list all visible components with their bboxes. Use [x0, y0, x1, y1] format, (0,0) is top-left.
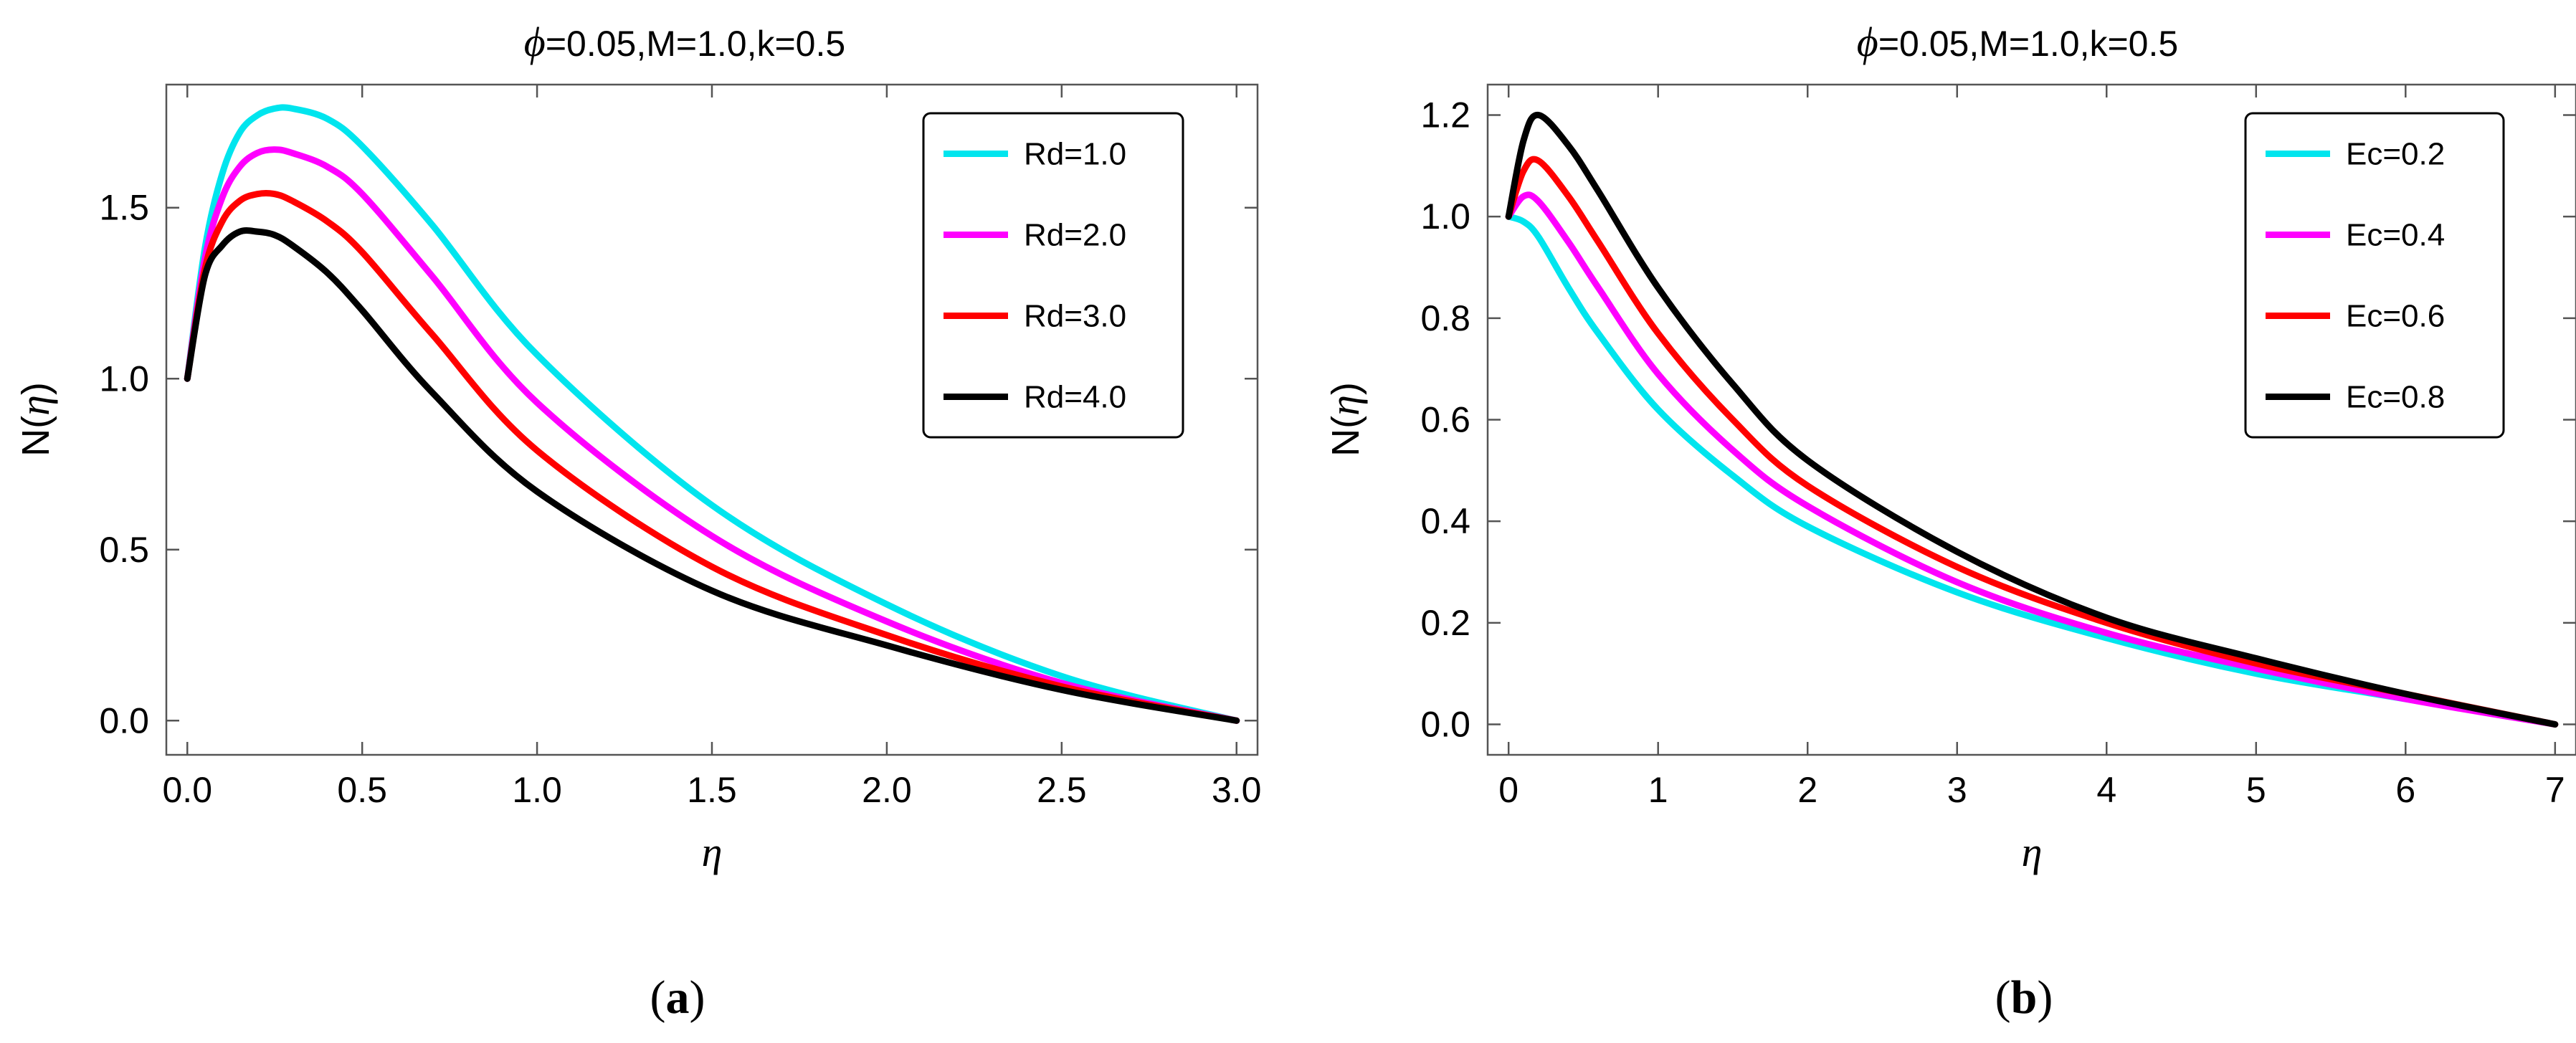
panel-a-x-axis: 0.0 0.5 1.0 1.5 2.0 2.5 3.0	[163, 85, 1262, 810]
panel-b-y-tick-label: 0.2	[1420, 603, 1470, 643]
panel-a-y-axis-label-symbol: η	[11, 395, 58, 416]
panel-b-series-line-3	[1505, 156, 2559, 728]
panel-b-y-tick-label: 1.0	[1420, 196, 1470, 237]
panel-a-label-close: )	[690, 971, 705, 1024]
panel-a-title: ϕ=0.05,M=1.0,k=0.5	[524, 19, 845, 65]
panel-b-x-axis-label: η	[2022, 829, 2043, 875]
panel-b-y-tick-label: 1.2	[1420, 95, 1470, 135]
panel-a-x-axis-label: η	[702, 829, 723, 875]
panel-a-y-axis-label-suffix: )	[14, 382, 57, 395]
panel-a: ϕ=0.05,M=1.0,k=0.5 0.0 0.5 1.0 1.5 2.0 2.5 3.0…	[11, 19, 1261, 1024]
panel-b-series-line-1	[1505, 213, 2559, 728]
panel-a-y-tick-label: 1.5	[99, 188, 149, 228]
panel-a-x-tick-label: 1.0	[512, 770, 562, 810]
panel-a-series-line-2	[184, 146, 1240, 724]
panel-a-legend: Rd=1.0 Rd=2.0 Rd=3.0 Rd=4.0	[922, 112, 1184, 439]
panel-a-legend-label: Rd=3.0	[1024, 299, 1126, 334]
panel-b-x-tick-label: 6	[2395, 770, 2415, 810]
panel-b-x-tick-label: 7	[2545, 770, 2565, 810]
panel-a-series-line-1	[184, 104, 1240, 724]
panel-a-label-open: (	[650, 971, 666, 1024]
panel-b-y-axis-label: N(η)	[1321, 382, 1368, 457]
panel-b-title-text: =0.05,M=1.0,k=0.5	[1878, 24, 2178, 64]
panel-b-label-open: (	[1995, 971, 2011, 1024]
panel-b-label-letter: b	[2011, 971, 2038, 1024]
panel-a-label-letter: a	[666, 971, 690, 1024]
panel-a-x-tick-label: 1.5	[687, 770, 737, 810]
panel-a-legend-label: Rd=4.0	[1024, 380, 1126, 415]
panel-a-x-tick-label: 3.0	[1212, 770, 1262, 810]
panel-a-y-tick-label: 1.0	[99, 358, 149, 399]
panel-b-y-axis: 0.0 0.2 0.4 0.6 0.8 1.0 1.2	[1420, 95, 2576, 745]
panel-a-series-line-3	[184, 189, 1240, 724]
panel-b-legend-label: Ec=0.8	[2346, 380, 2445, 415]
panel-b-series-line-4	[1505, 112, 2559, 728]
panel-b-x-tick-label: 4	[2096, 770, 2116, 810]
panel-a-x-tick-label: 0.5	[337, 770, 387, 810]
panel-b-y-axis-label-suffix: )	[1324, 382, 1367, 395]
panel-b-legend-label: Ec=0.6	[2346, 299, 2445, 334]
panel-b-legend: Ec=0.2 Ec=0.4 Ec=0.6 Ec=0.8	[2244, 112, 2505, 439]
panel-b-x-axis: 0 1 2 3 4 5 6 7	[1498, 85, 2565, 810]
panel-b-x-tick-label: 3	[1947, 770, 1967, 810]
panel-b-y-tick-label: 0.6	[1420, 400, 1470, 440]
panel-a-series-lines	[184, 104, 1240, 724]
panel-a-legend-label: Rd=1.0	[1024, 137, 1126, 172]
panel-a-y-axis-label: N(η)	[11, 382, 58, 457]
panel-b: ϕ=0.05,M=1.0,k=0.5 0 1 2 3 4 5 6 7 0.0 0.2 0.4 0.6…	[1321, 19, 2576, 1024]
panel-b-y-axis-label-prefix: N(	[1324, 416, 1367, 457]
panel-b-x-tick-label: 2	[1797, 770, 1817, 810]
panel-b-legend-box	[2244, 112, 2505, 439]
panel-a-series-line-4	[184, 227, 1240, 724]
panel-a-title-symbol: ϕ	[524, 19, 546, 65]
panel-b-y-tick-label: 0.8	[1420, 298, 1470, 338]
panel-a-title-text: =0.05,M=1.0,k=0.5	[546, 24, 845, 64]
panel-a-x-tick-label: 2.0	[862, 770, 912, 810]
panel-b-x-tick-label: 5	[2246, 770, 2266, 810]
panel-a-y-tick-label: 0.5	[99, 530, 149, 570]
panel-b-y-axis-label-symbol: η	[1321, 395, 1368, 416]
panel-a-x-tick-label: 0.0	[163, 770, 213, 810]
panel-a-y-tick-label: 0.0	[99, 700, 149, 740]
panel-b-x-tick-label: 0	[1498, 770, 1518, 810]
panel-b-y-tick-label: 0.0	[1420, 705, 1470, 745]
panel-b-title: ϕ=0.05,M=1.0,k=0.5	[1857, 19, 2178, 65]
panel-a-y-axis: 0.0 0.5 1.0 1.5	[99, 188, 1258, 740]
panel-a-label: (a)	[650, 971, 705, 1024]
panel-a-x-tick-label: 2.5	[1037, 770, 1087, 810]
panel-b-series-line-2	[1505, 191, 2559, 728]
panel-b-legend-label: Ec=0.2	[2346, 137, 2445, 172]
panel-a-legend-label: Rd=2.0	[1024, 218, 1126, 253]
panel-b-x-tick-label: 1	[1648, 770, 1668, 810]
panel-b-title-symbol: ϕ	[1857, 19, 1878, 65]
panel-b-series-lines	[1505, 112, 2559, 728]
panel-b-legend-label: Ec=0.4	[2346, 218, 2445, 253]
panel-a-legend-box	[922, 112, 1184, 439]
panel-b-y-tick-label: 0.4	[1420, 501, 1470, 541]
panel-b-label-close: )	[2037, 971, 2053, 1024]
panel-a-y-axis-label-prefix: N(	[14, 416, 57, 457]
panel-b-label: (b)	[1995, 971, 2053, 1024]
